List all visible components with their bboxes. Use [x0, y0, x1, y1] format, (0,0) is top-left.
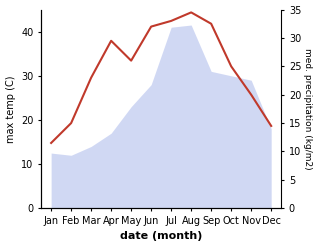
Y-axis label: max temp (C): max temp (C)	[5, 75, 16, 143]
X-axis label: date (month): date (month)	[120, 231, 202, 242]
Y-axis label: med. precipitation (kg/m2): med. precipitation (kg/m2)	[303, 48, 313, 170]
